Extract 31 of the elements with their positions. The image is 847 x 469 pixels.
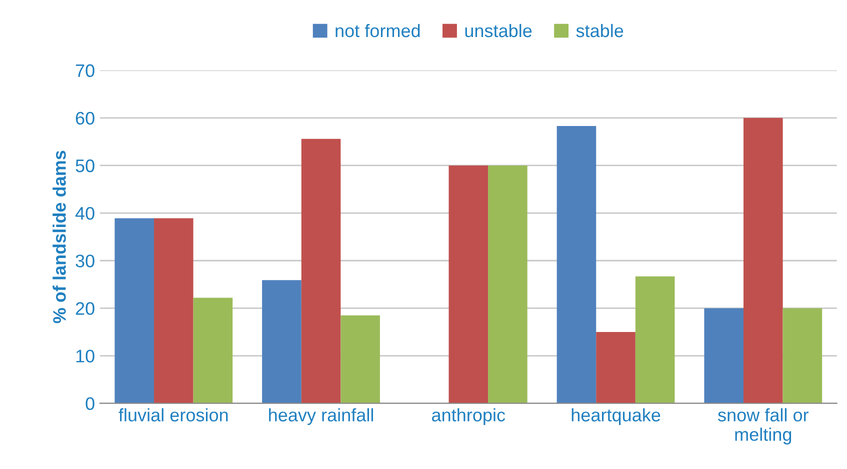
bar bbox=[448, 165, 488, 404]
bar bbox=[301, 138, 341, 404]
bar bbox=[556, 126, 596, 404]
bar bbox=[114, 218, 154, 404]
bar bbox=[704, 308, 744, 404]
bar bbox=[782, 308, 822, 404]
bar bbox=[193, 298, 233, 404]
y-tick-label: 20 bbox=[76, 302, 94, 315]
bar bbox=[596, 332, 636, 404]
bar bbox=[154, 218, 194, 404]
y-tick-label: 70 bbox=[76, 64, 94, 78]
bar bbox=[488, 165, 528, 404]
y-axis-title: % of landslide dams bbox=[52, 150, 66, 324]
x-tick-label: anthropic bbox=[432, 408, 506, 426]
y-tick-label: 30 bbox=[76, 254, 94, 268]
y-tick-label: 0 bbox=[86, 397, 94, 410]
y-tick-label: 50 bbox=[76, 159, 94, 172]
x-tick-label: fluvial erosion bbox=[118, 408, 228, 422]
x-tick-label: snow fall or melting bbox=[718, 408, 809, 444]
y-tick-label: 60 bbox=[76, 112, 94, 125]
x-tick-label: heavy rainfall bbox=[269, 408, 373, 426]
legend-label: not formed bbox=[336, 24, 420, 38]
legend-label: unstable bbox=[465, 24, 532, 38]
bar bbox=[743, 118, 783, 404]
bar bbox=[340, 315, 380, 404]
y-tick-label: 40 bbox=[75, 206, 94, 220]
y-tick-label: 10 bbox=[76, 350, 94, 362]
x-tick-label: heartquake bbox=[572, 408, 660, 426]
bar bbox=[262, 280, 302, 404]
legend-label: stable bbox=[576, 24, 624, 38]
bar bbox=[635, 276, 675, 404]
